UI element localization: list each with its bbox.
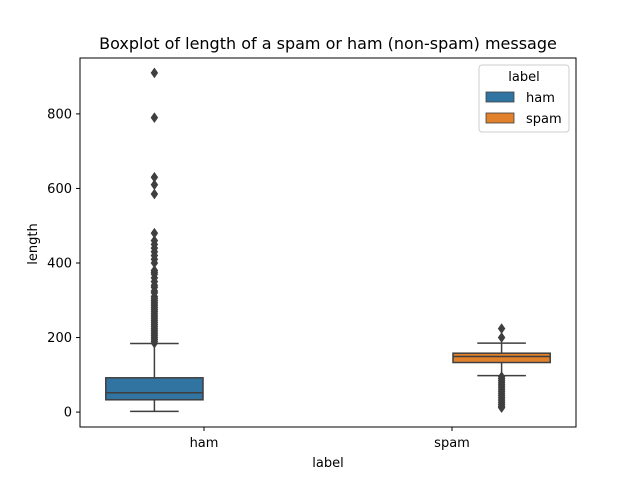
- outlier-point: [150, 188, 159, 200]
- legend-label-spam: spam: [526, 112, 562, 127]
- box-spam: [452, 352, 551, 364]
- y-tick-label: 400: [47, 257, 72, 272]
- outlier-point: [497, 323, 506, 335]
- y-tick-label: 800: [47, 107, 72, 122]
- y-axis: 0 200 400 600 800: [47, 107, 80, 421]
- chart-title: Boxplot of length of a spam or ham (non-…: [99, 34, 557, 53]
- legend-swatch-spam: [485, 112, 515, 124]
- x-axis: ham spam: [190, 427, 470, 451]
- outlier-point: [497, 332, 506, 343]
- y-tick-label: 200: [47, 331, 72, 346]
- legend: label ham spam: [478, 64, 570, 133]
- y-tick-label: 600: [47, 182, 72, 197]
- y-tick-label: 0: [64, 406, 72, 421]
- box-ham: [105, 377, 204, 401]
- x-tick-label: ham: [190, 436, 219, 451]
- outlier-point: [497, 402, 506, 414]
- plot-layer: [105, 67, 551, 414]
- legend-label-ham: ham: [526, 91, 555, 106]
- outlier-point: [150, 67, 159, 79]
- outlier-point: [150, 171, 159, 183]
- box-group-spam: [452, 323, 551, 414]
- legend-title: label: [508, 70, 539, 85]
- legend-swatch-ham: [485, 91, 515, 103]
- outlier-point: [150, 265, 159, 276]
- y-axis-label: length: [26, 223, 41, 264]
- outlier-point: [150, 235, 159, 247]
- outlier-point: [150, 112, 159, 124]
- x-axis-label: label: [312, 456, 343, 471]
- x-tick-label: spam: [434, 436, 470, 451]
- outlier-point: [150, 227, 159, 239]
- plot-area-frame: [79, 57, 577, 428]
- outlier-point: [150, 179, 159, 191]
- box-group-ham: [105, 67, 204, 413]
